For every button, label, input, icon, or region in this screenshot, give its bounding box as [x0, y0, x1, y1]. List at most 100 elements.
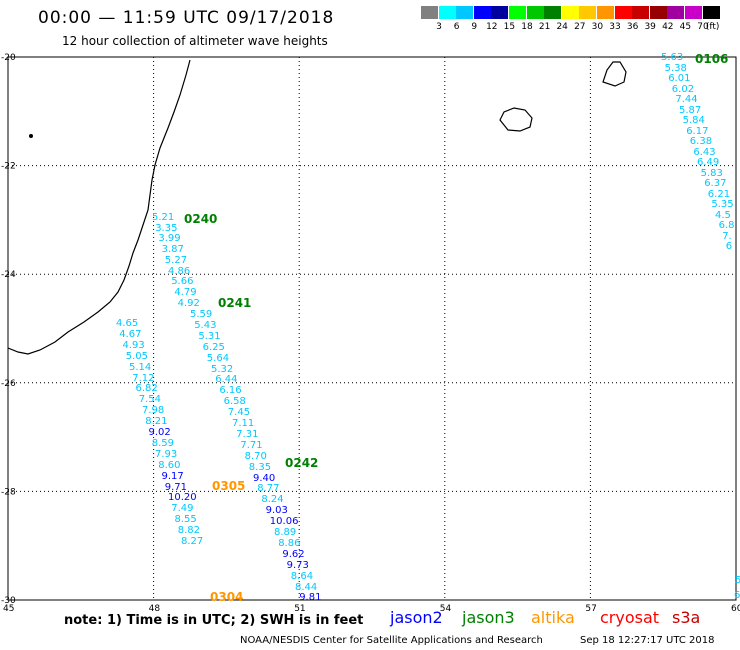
- wave-height-value: 5.66: [171, 276, 194, 288]
- wave-height-value: 9.17: [161, 470, 184, 482]
- wave-height-value: 4.79: [174, 286, 197, 298]
- legend-swatch: [421, 6, 438, 19]
- track-time-label: 0242: [285, 456, 319, 470]
- wave-height-value: 3.35: [155, 222, 178, 234]
- wave-height-value: 3.87: [161, 244, 184, 256]
- wave-height-value: 9.81: [299, 592, 322, 604]
- wave-height-value: 4.65: [116, 318, 139, 329]
- legend-tick-label: 12: [486, 22, 498, 32]
- wave-height-value: 6.49: [697, 157, 720, 168]
- legend-tick-label: 30: [591, 22, 604, 32]
- wave-height-value: 6.8: [718, 220, 735, 231]
- wave-height-value: 10.06: [269, 516, 299, 528]
- wave-height-value: 5.83: [700, 167, 723, 179]
- wave-height-value: 4.86: [168, 265, 191, 277]
- legend-tick-label: 70: [697, 22, 709, 32]
- latitude-label: -24: [1, 270, 16, 280]
- wave-height-value: 5.59: [190, 309, 213, 320]
- wave-height-value: 7.98: [142, 405, 165, 417]
- wave-height-value: 8.44: [295, 581, 318, 593]
- wave-height-value: 6.17: [686, 125, 709, 137]
- longitude-label: 60: [731, 604, 740, 614]
- legend-swatch: [438, 6, 456, 19]
- wave-height-value: 7.45: [227, 407, 251, 419]
- wave-height-value: 7.93: [155, 448, 178, 460]
- wave-height-value: 5.21: [152, 212, 175, 223]
- legend-swatch: [561, 6, 579, 19]
- wave-height-value: 7.11: [232, 418, 255, 429]
- wave-height-value: 6.37: [704, 178, 727, 189]
- legend-tick-label: 9: [471, 22, 478, 32]
- mission-name-s3a: s3a: [672, 608, 701, 627]
- legend-tick-label: 6: [453, 22, 460, 32]
- latitude-label: -26: [1, 379, 16, 389]
- wave-height-value: 5.27: [164, 254, 188, 266]
- latitude-label: -30: [1, 596, 16, 606]
- mission-name-jason3: jason3: [462, 608, 515, 627]
- wave-height-value: 6.16: [219, 385, 242, 397]
- wave-height-value: 7.31: [236, 428, 259, 440]
- footer-note: note: 1) Time is in UTC; 2) SWH is in fe…: [64, 613, 364, 628]
- track-time-label: 0106: [695, 52, 729, 66]
- legend-tick-label: 45: [679, 22, 692, 32]
- wave-height-value: 7.54: [138, 394, 162, 406]
- generated-timestamp: Sep 18 12:27:17 UTC 2018: [580, 635, 715, 646]
- legend-swatch: [685, 6, 702, 19]
- wave-height-value: 8.60: [158, 459, 181, 471]
- legend-swatch: [491, 6, 509, 19]
- wave-height-value: 6.02: [671, 83, 695, 95]
- wave-height-value: 7.49: [171, 503, 194, 515]
- mission-name-jason2: jason2: [390, 608, 443, 627]
- coastline: [7, 59, 627, 355]
- legend-swatch: [667, 6, 685, 19]
- wave-height-value: 6.58: [223, 396, 246, 408]
- wave-height-value: 6: [725, 241, 733, 252]
- latitude-label: -28: [1, 487, 16, 497]
- legend-swatch: [632, 6, 650, 19]
- track-time-label: 0240: [184, 212, 218, 226]
- wave-height-value: 8.86: [278, 537, 301, 549]
- wave-height-value: 5.38: [664, 62, 687, 74]
- mission-name-cryosat: cryosat: [600, 608, 660, 627]
- wave-height-value: 5.32: [211, 363, 234, 375]
- wave-height-value: 6.82: [135, 383, 158, 395]
- latitude-label: -22: [1, 162, 16, 172]
- wave-height-value: 9.62: [282, 548, 305, 560]
- wave-height-value: 5.84: [682, 115, 705, 126]
- wave-height-value: 5.14: [129, 361, 152, 373]
- wave-height-value: 5.64: [206, 352, 230, 364]
- wave-height-value: 6: [734, 590, 740, 601]
- longitude-label: 45: [3, 604, 14, 614]
- wave-height-value: 4.92: [177, 297, 200, 309]
- longitude-label: 54: [440, 604, 452, 614]
- legend-swatch: [526, 6, 544, 19]
- legend-tick-label: 3: [436, 22, 442, 32]
- wave-height-value: 6.44: [215, 374, 238, 386]
- wave-height-value: 6.43: [693, 146, 716, 158]
- longitude-label: 57: [585, 604, 596, 614]
- wave-height-value: 5.05: [125, 350, 149, 362]
- wave-height-value: 5.43: [194, 319, 217, 331]
- wave-height-value: 6.25: [202, 341, 225, 353]
- wave-height-value: 7.44: [675, 94, 698, 105]
- legend-tick-label: (ft): [705, 22, 720, 32]
- wave-height-value: 9.02: [148, 427, 171, 438]
- wave-height-value: 8.21: [145, 416, 168, 428]
- wave-height-value: 8.89: [274, 527, 297, 538]
- wave-height-value: 7.: [722, 230, 732, 242]
- legend-swatch: [456, 6, 474, 19]
- wave-height-value: 8.55: [174, 514, 197, 526]
- wave-height-value: 10.20: [168, 492, 197, 504]
- legend-swatch: [544, 6, 562, 19]
- credit-text: NOAA/NESDIS Center for Satellite Applica…: [240, 635, 543, 646]
- wave-height-value: 8.59: [151, 437, 175, 449]
- legend-swatch: [614, 6, 632, 19]
- map-frame: [7, 56, 737, 601]
- wave-height-value: 9.40: [253, 472, 276, 484]
- wave-height-value: 9.03: [265, 505, 288, 517]
- map-subtitle: 12 hour collection of altimeter wave hei…: [62, 34, 328, 48]
- track-time-label: 0305: [212, 479, 246, 493]
- wave-height-value: 8.27: [181, 536, 204, 547]
